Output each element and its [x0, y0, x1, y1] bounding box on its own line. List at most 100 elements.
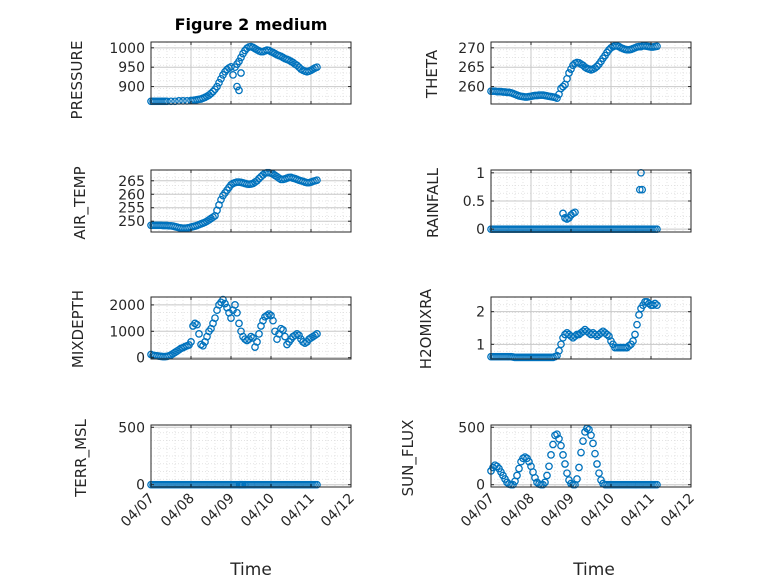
- data-point: [651, 299, 659, 308]
- x-axis-label: Time: [229, 560, 272, 580]
- data-point: [253, 176, 261, 185]
- data-point: [249, 334, 257, 342]
- data-point: [263, 311, 271, 320]
- data-point: [265, 310, 273, 318]
- y-tick-label: 265: [118, 174, 145, 190]
- data-point: [219, 295, 227, 304]
- subplot-5: 0 1000 2000 MIXDEPTH: [69, 290, 352, 368]
- y-axis-label: RAINFALL: [424, 167, 442, 238]
- data-point: [235, 319, 243, 328]
- data-point: [291, 331, 299, 340]
- data-series: [487, 424, 661, 489]
- data-point: [541, 478, 549, 487]
- data-point: [587, 431, 595, 440]
- data-point: [233, 82, 241, 91]
- y-tick-label: 900: [118, 80, 145, 96]
- data-point: [199, 341, 207, 350]
- data-point: [255, 330, 263, 338]
- data-point: [171, 97, 179, 106]
- data-point: [217, 195, 225, 204]
- y-tick-label: 1000: [109, 324, 145, 340]
- data-point: [227, 62, 235, 71]
- data-series: [487, 298, 661, 362]
- data-point: [229, 71, 237, 79]
- y-tick-label: 260: [118, 187, 145, 203]
- data-point: [175, 345, 183, 354]
- data-point: [293, 330, 301, 338]
- data-series: [147, 295, 321, 361]
- data-point: [595, 469, 603, 478]
- data-point: [559, 209, 567, 218]
- data-point: [233, 308, 241, 317]
- data-point: [238, 480, 247, 489]
- y-tick-label: 2: [476, 305, 485, 321]
- y-axis-label: SUN_FLUX: [399, 420, 418, 497]
- data-point: [215, 78, 223, 87]
- data-point: [525, 457, 533, 466]
- y-tick-label: 500: [458, 420, 485, 436]
- data-point: [649, 301, 657, 310]
- data-point: [193, 320, 201, 329]
- data-point: [311, 331, 319, 340]
- y-tick-label: 270: [458, 41, 485, 57]
- data-point: [259, 316, 267, 325]
- data-point: [633, 320, 641, 329]
- axes-box: [150, 41, 352, 105]
- axes-box: [490, 296, 692, 360]
- data-point: [187, 338, 195, 346]
- data-point: [515, 464, 523, 473]
- axes-box: [150, 296, 352, 360]
- data-point: [629, 337, 637, 345]
- y-axis-label: THETA: [423, 49, 441, 99]
- data-point: [559, 82, 567, 91]
- y-tick-label: 265: [458, 60, 485, 76]
- data-point: [653, 42, 661, 51]
- y-tick-label: 1: [476, 337, 485, 353]
- data-point: [313, 63, 321, 72]
- data-point: [295, 331, 303, 340]
- data-point: [579, 437, 587, 445]
- data-point: [237, 53, 245, 62]
- data-point: [625, 342, 633, 350]
- y-axis-label: MIXDEPTH: [69, 290, 87, 368]
- y-tick-label: 0: [136, 351, 145, 367]
- data-point: [603, 330, 611, 339]
- y-axis-label: AIR_TEMP: [71, 166, 90, 239]
- data-point: [543, 471, 551, 480]
- data-point: [241, 480, 249, 489]
- axes-box: [150, 169, 352, 233]
- subplot-6: 1 2 H2OMIXRA: [417, 288, 692, 369]
- data-point: [638, 185, 647, 194]
- data-point: [635, 311, 643, 319]
- data-point: [555, 346, 563, 355]
- data-point: [493, 462, 501, 471]
- axes-box: [490, 424, 692, 488]
- subplot-4: 0 0.5 1 RAINFALL: [424, 166, 692, 238]
- y-tick-label: 2000: [109, 298, 145, 314]
- data-point: [313, 176, 321, 185]
- data-point: [237, 69, 245, 77]
- data-point: [211, 314, 219, 322]
- data-point: [221, 67, 229, 76]
- y-tick-label: 0.5: [463, 194, 485, 210]
- data-point: [231, 301, 239, 309]
- data-point: [555, 434, 563, 443]
- grid: [150, 296, 352, 360]
- data-series: [147, 168, 321, 233]
- y-axis-label: TERR_MSL: [72, 418, 91, 497]
- data-series: [147, 480, 321, 489]
- y-axis-label: PRESSURE: [68, 41, 86, 120]
- y-tick-label: 250: [118, 214, 145, 230]
- data-point: [591, 449, 599, 458]
- data-point: [217, 74, 225, 83]
- data-series: [487, 42, 661, 103]
- data-point: [207, 89, 215, 98]
- data-point: [167, 97, 175, 106]
- data-point: [557, 441, 565, 450]
- data-point: [293, 61, 301, 70]
- data-point: [539, 480, 547, 489]
- y-tick-label: 260: [458, 80, 485, 96]
- data-point: [577, 448, 585, 457]
